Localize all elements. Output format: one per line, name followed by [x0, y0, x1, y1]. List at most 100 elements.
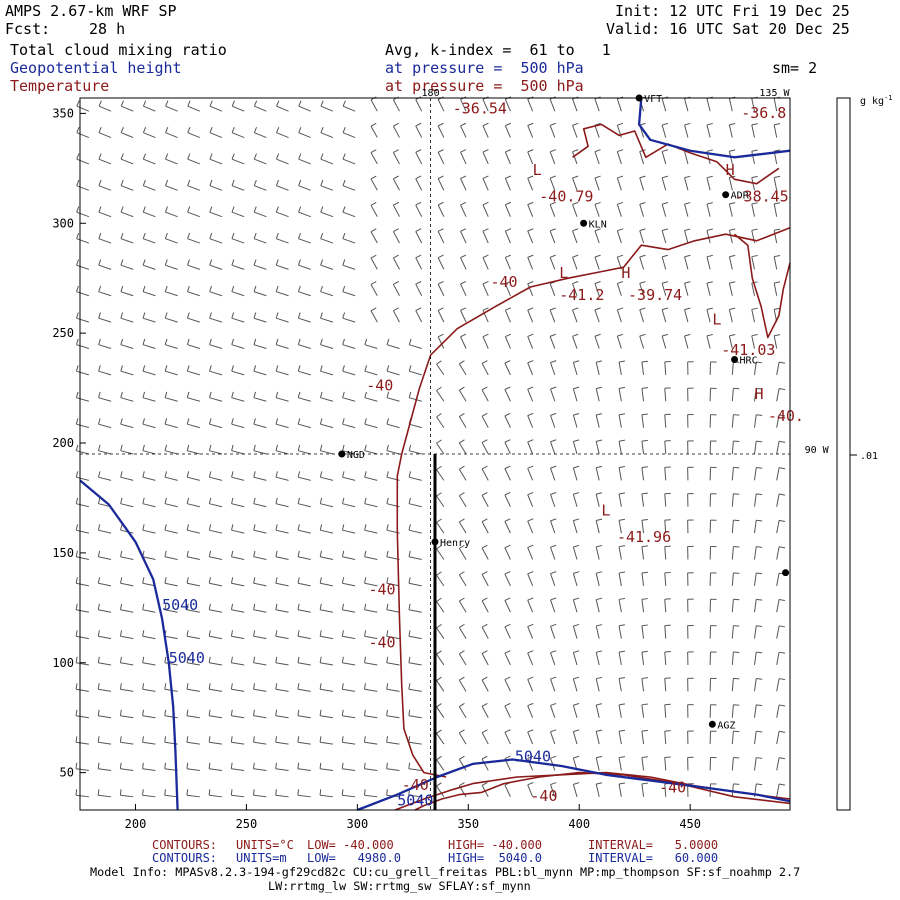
wind-barb	[142, 550, 156, 560]
wind-barb-staff	[527, 652, 534, 666]
wind-barb-staff	[298, 132, 311, 139]
wind-barb-flag	[119, 762, 122, 769]
wind-barb-staff	[386, 344, 400, 349]
wind-barb-staff	[342, 529, 356, 534]
wind-barb-staff	[436, 442, 445, 455]
wind-barb-flag	[549, 228, 556, 232]
wind-barb	[164, 656, 178, 666]
wind-barb-staff	[436, 548, 445, 560]
wind-barb	[458, 729, 467, 745]
wind-barb-staff	[550, 731, 556, 745]
y-tick-label: 100	[52, 656, 74, 670]
wind-barb-flag	[527, 201, 534, 206]
wind-barb	[231, 391, 245, 402]
wind-barb-flag	[756, 440, 763, 443]
wind-barb-flag	[436, 465, 442, 471]
wind-barb-staff	[664, 520, 667, 534]
wind-barb-staff	[641, 520, 645, 534]
wind-barb-staff	[458, 416, 467, 428]
wind-barb-flag	[98, 285, 102, 292]
wind-barb	[364, 444, 378, 455]
wind-barb-staff	[386, 715, 400, 719]
wind-barb	[230, 789, 245, 798]
wind-barb-flag	[481, 729, 488, 734]
wind-barb	[370, 307, 378, 323]
wind-barb	[481, 518, 489, 534]
wind-barb-flag	[618, 466, 626, 469]
wind-barb-staff	[751, 124, 755, 138]
wind-barb	[754, 757, 763, 771]
wind-barb-staff	[187, 476, 200, 481]
wind-barb-staff	[165, 132, 178, 139]
wind-barb-flag	[120, 100, 125, 107]
wind-barb-staff	[731, 625, 734, 639]
wind-barb-flag	[482, 149, 489, 153]
wind-barb	[504, 412, 511, 428]
wind-barb-staff	[231, 317, 245, 323]
wind-barb	[661, 122, 669, 138]
wind-barb-staff	[706, 203, 711, 217]
wind-barb	[731, 572, 740, 586]
wind-barb	[392, 228, 400, 244]
wind-barb	[751, 307, 758, 323]
wind-barb	[572, 412, 580, 428]
wind-barb-staff	[392, 125, 400, 138]
wind-barb-staff	[120, 264, 134, 270]
wind-barb-flag	[75, 762, 78, 769]
wind-barb	[164, 497, 178, 508]
wind-barb	[706, 202, 713, 217]
wind-barb-flag	[75, 736, 78, 743]
wind-barb-flag	[756, 493, 763, 496]
wind-barb-flag	[527, 491, 534, 496]
wind-barb-flag	[253, 285, 257, 292]
wind-barb-flag	[142, 232, 146, 239]
wind-barb	[661, 96, 669, 112]
wind-barb	[549, 201, 556, 217]
wind-barb	[594, 175, 601, 191]
wind-barb-staff	[482, 283, 489, 296]
wind-barb	[684, 281, 691, 296]
wind-barb	[408, 762, 422, 771]
wind-barb	[341, 656, 356, 666]
wind-barb	[664, 571, 671, 586]
wind-barb-staff	[209, 476, 223, 481]
wind-barb-staff	[549, 98, 556, 112]
wind-barb-flag	[436, 386, 442, 391]
wind-barb-staff	[142, 423, 156, 429]
wind-barb-staff	[527, 125, 534, 138]
wind-barb-flag	[779, 519, 786, 522]
wind-barb	[754, 598, 763, 613]
wind-barb-staff	[641, 704, 645, 718]
wind-barb-flag	[550, 492, 557, 495]
wind-barb	[275, 232, 289, 244]
wind-barb-flag	[297, 524, 300, 531]
wind-barb-staff	[664, 678, 667, 692]
wind-barb-flag	[120, 126, 124, 133]
wind-barb-staff	[253, 238, 267, 244]
wind-barb	[370, 281, 378, 297]
wind-barb-staff	[187, 132, 200, 139]
wind-barb-flag	[75, 630, 78, 637]
wind-barb-flag	[231, 391, 234, 398]
wind-barb-flag	[209, 126, 213, 133]
wind-barb-flag	[729, 307, 736, 310]
wind-barb	[776, 730, 786, 745]
wind-barb-staff	[482, 204, 489, 217]
wind-barb-flag	[594, 149, 601, 153]
wind-barb	[253, 312, 267, 323]
wind-barb	[709, 361, 717, 375]
wind-barb-flag	[98, 365, 101, 372]
wind-barb-staff	[275, 635, 289, 640]
temperature-label: L	[559, 264, 568, 282]
wind-barb-flag	[142, 709, 144, 716]
wind-barb-flag	[276, 100, 280, 107]
wind-barb	[275, 179, 289, 191]
wind-barb-flag	[275, 497, 278, 504]
wind-barb-flag	[779, 387, 786, 391]
wind-barb-flag	[386, 497, 389, 504]
wind-barb	[142, 100, 156, 112]
wind-barb	[754, 361, 763, 375]
wind-barb	[120, 444, 134, 455]
wind-barb-flag	[119, 656, 122, 663]
